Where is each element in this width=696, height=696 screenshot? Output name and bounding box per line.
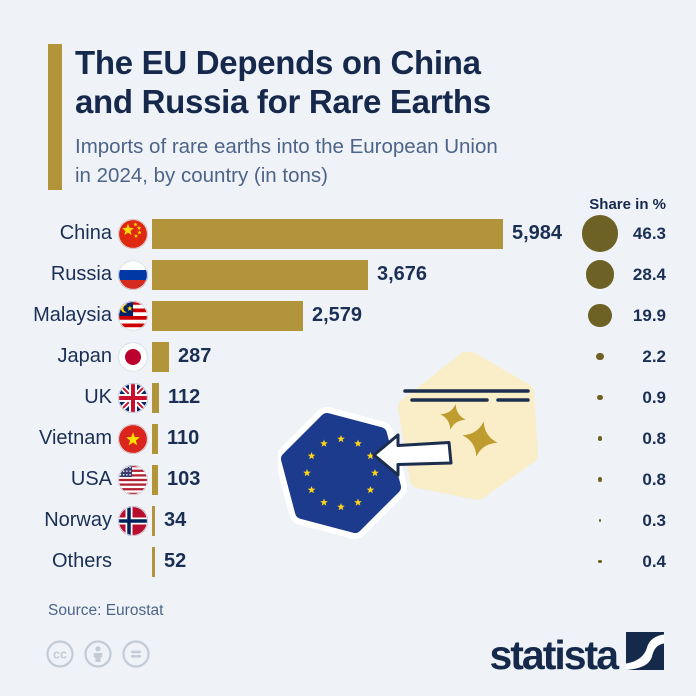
cc-icon: cc xyxy=(46,640,74,673)
flag-uk-icon xyxy=(118,382,148,413)
value-label: 112 xyxy=(168,386,201,408)
bar-chart: China 5,984 46.3 Russia 3,676 28.4 Malaysia 2,… xyxy=(0,213,696,582)
share-dot xyxy=(585,260,615,289)
country-label: Japan xyxy=(57,345,113,367)
share-dot xyxy=(588,303,612,328)
subtitle: Imports of rare earths into the European… xyxy=(75,133,498,190)
share-dot xyxy=(581,215,619,252)
share-dot xyxy=(597,394,603,400)
country-label: China xyxy=(59,222,112,244)
share-label: 0.9 xyxy=(642,387,666,407)
table-row: UK 112 0.9 xyxy=(0,377,696,418)
statista-logo-mark-icon xyxy=(626,632,664,675)
header: The EU Depends on China and Russia for R… xyxy=(48,44,498,190)
statista-logo-text: statista xyxy=(489,632,619,679)
statista-logo: statista xyxy=(489,632,664,679)
flag-usa-icon xyxy=(118,464,148,495)
svg-text:cc: cc xyxy=(53,648,67,662)
value-label: 52 xyxy=(164,550,187,572)
share-dot xyxy=(598,559,602,564)
value-bar xyxy=(152,341,169,372)
country-label: USA xyxy=(70,468,112,490)
arrow-left-icon xyxy=(372,433,453,477)
subtitle-line-1: Imports of rare earths into the European… xyxy=(75,135,498,159)
country-label: Russia xyxy=(50,263,112,285)
flag-china-icon xyxy=(118,218,148,249)
share-label: 0.8 xyxy=(642,469,666,489)
license-icons: cc xyxy=(46,640,150,673)
share-label: 28.4 xyxy=(632,264,666,284)
table-row: Japan 287 2.2 xyxy=(0,336,696,377)
value-bar xyxy=(152,382,159,413)
table-row: China 5,984 46.3 xyxy=(0,213,696,254)
share-label: 0.4 xyxy=(642,551,666,571)
table-row: Russia 3,676 28.4 xyxy=(0,254,696,295)
value-bar xyxy=(152,505,155,536)
value-label: 34 xyxy=(164,509,187,531)
table-row: Others 52 0.4 xyxy=(0,541,696,582)
share-label: 0.3 xyxy=(642,510,666,530)
value-label: 5,984 xyxy=(512,222,563,244)
table-row: Norway 34 0.3 xyxy=(0,500,696,541)
value-label: 110 xyxy=(167,427,200,449)
eu-flag-hexagon-icon xyxy=(275,407,407,539)
country-label: Vietnam xyxy=(38,427,112,449)
value-bar xyxy=(152,218,503,249)
value-bar xyxy=(152,464,158,495)
share-label: 46.3 xyxy=(632,223,666,243)
share-dot xyxy=(597,436,603,441)
title-block: The EU Depends on China and Russia for R… xyxy=(75,44,498,190)
value-label: 287 xyxy=(178,345,212,367)
equals-icon xyxy=(122,640,150,673)
share-dot xyxy=(596,352,604,361)
share-label: 2.2 xyxy=(642,346,666,366)
value-bar xyxy=(152,423,158,454)
flag-russia-icon xyxy=(118,259,148,290)
value-label: 3,676 xyxy=(377,263,428,285)
title-accent-bar xyxy=(48,44,62,190)
flag-vietnam-icon xyxy=(118,423,148,454)
value-bar xyxy=(152,300,303,331)
country-label: UK xyxy=(84,386,112,408)
share-dot xyxy=(597,477,603,482)
page-title-line-2: and Russia for Rare Earths xyxy=(75,82,491,120)
country-label: Norway xyxy=(44,509,112,531)
flag-japan-icon xyxy=(118,341,148,372)
flag-norway-icon xyxy=(118,505,148,536)
country-label: Malaysia xyxy=(33,304,112,326)
rare-earth-icon xyxy=(398,350,538,500)
flag-placeholder xyxy=(118,547,148,577)
eu-rare-earth-illustration xyxy=(275,350,544,564)
share-column-header: Share in % xyxy=(589,196,666,213)
attribution-icon xyxy=(84,640,112,673)
subtitle-line-2: in 2024, by country (in tons) xyxy=(75,163,328,187)
table-row: Vietnam 110 0.8 xyxy=(0,418,696,459)
table-row: Malaysia 2,579 19.9 xyxy=(0,295,696,336)
value-bar xyxy=(152,546,155,577)
value-label: 103 xyxy=(167,468,201,490)
share-label: 19.9 xyxy=(632,305,666,325)
value-label: 2,579 xyxy=(312,304,363,326)
table-row: USA 103 0.8 xyxy=(0,459,696,500)
share-label: 0.8 xyxy=(642,428,666,448)
country-label: Others xyxy=(51,550,112,572)
share-dot xyxy=(598,519,602,522)
source-note: Source: Eurostat xyxy=(48,602,164,619)
value-bar xyxy=(152,259,368,290)
flag-malaysia-icon xyxy=(118,300,148,331)
page-title-line-1: The EU Depends on China xyxy=(75,44,481,81)
